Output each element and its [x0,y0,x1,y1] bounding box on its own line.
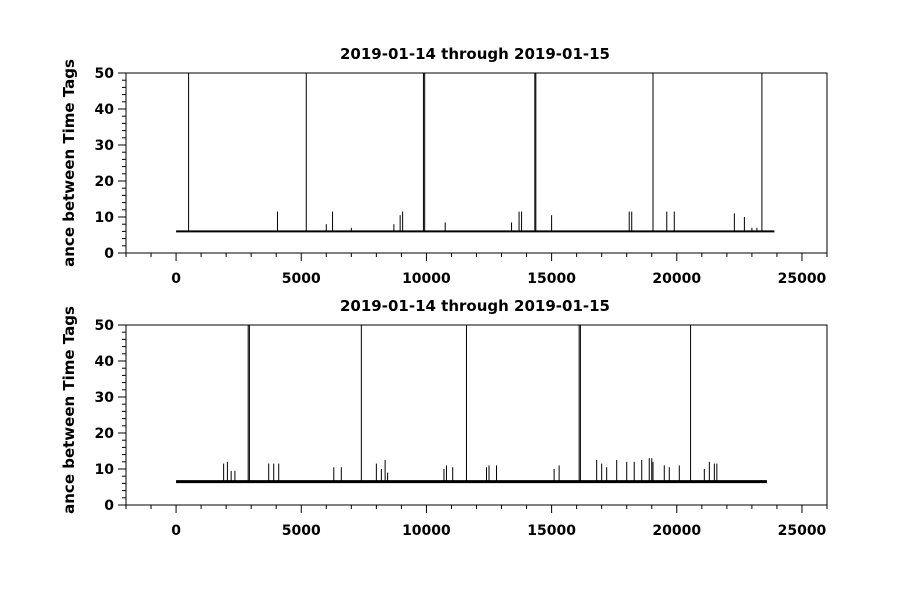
x-tick-label: 15000 [527,271,576,287]
x-tick-label: 25000 [778,271,827,287]
x-tick-label: 5000 [282,523,321,539]
axis-ticks: 0 5000 10000 15000 20000 25000 0 10 20 30 40 50 [95,318,828,539]
axis-ticks: 0 5000 10000 15000 20000 25000 0 10 20 30 40 50 [95,66,828,287]
chart-title: 2019-01-14 through 2019-01-15 [340,45,610,63]
y-tick-label: 10 [95,462,115,478]
y-tick-label: 0 [104,498,114,514]
x-tick-label: 20000 [652,523,701,539]
y-tick-label: 0 [104,246,114,262]
x-tick-label: 10000 [402,271,451,287]
data-series [176,73,775,233]
y-tick-label: 50 [95,318,115,334]
x-tick-label: 0 [171,523,181,539]
x-tick-label: 0 [171,271,181,287]
y-axis-label: ance between Time Tags [60,59,78,267]
x-tick-label: 20000 [652,271,701,287]
y-tick-label: 30 [95,138,115,154]
y-tick-label: 20 [95,174,115,190]
x-tick-label: 10000 [402,523,451,539]
x-tick-label: 25000 [778,523,827,539]
y-tick-label: 40 [95,354,115,370]
x-tick-label: 15000 [527,523,576,539]
data-series [176,325,767,484]
y-axis-label: ance between Time Tags [60,306,78,514]
y-tick-label: 40 [95,102,115,118]
y-tick-label: 20 [95,426,115,442]
plot-frame [125,72,828,254]
y-tick-label: 30 [95,390,115,406]
x-tick-label: 5000 [282,271,321,287]
chart-panel-top: 2019-01-14 through 2019-01-15 ance betwe… [60,45,828,287]
chart-title: 2019-01-14 through 2019-01-15 [340,297,610,315]
chart-panel-bottom: 2019-01-14 through 2019-01-15 ance betwe… [60,297,828,539]
y-tick-label: 50 [95,66,115,82]
y-tick-label: 10 [95,210,115,226]
